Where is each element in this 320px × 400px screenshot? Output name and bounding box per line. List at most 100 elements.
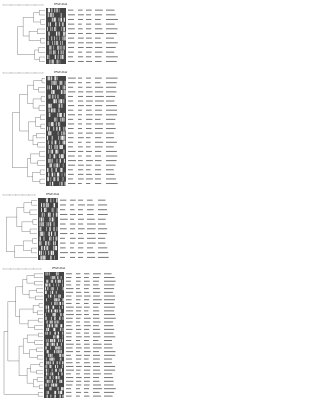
gel-band xyxy=(61,324,63,328)
gel-band xyxy=(51,172,53,177)
gel-band xyxy=(48,103,50,108)
gel-band xyxy=(45,198,48,203)
gel-band xyxy=(49,320,51,324)
gel-band xyxy=(61,364,63,369)
gel-band xyxy=(52,305,53,309)
gel-band xyxy=(54,231,56,236)
table-cell xyxy=(87,233,96,235)
gel-band xyxy=(46,361,48,365)
gel-band xyxy=(46,279,47,283)
gel-band xyxy=(45,250,46,255)
gel-band xyxy=(47,241,49,246)
table-cell xyxy=(76,343,81,345)
gel-band xyxy=(46,327,48,331)
table-cell xyxy=(70,223,76,225)
table-cell xyxy=(93,299,102,301)
gel-band xyxy=(62,283,63,287)
gel-band xyxy=(48,163,50,168)
gel-band xyxy=(63,140,65,145)
gel-band xyxy=(57,346,59,350)
table-cell xyxy=(66,332,72,334)
gel-band xyxy=(43,207,45,213)
gel-band xyxy=(59,45,61,50)
gel-band xyxy=(48,212,50,217)
gel-band xyxy=(62,339,63,343)
gel-band xyxy=(46,198,48,203)
gel-band xyxy=(53,241,54,246)
gel-band xyxy=(50,231,53,236)
gel-band xyxy=(53,80,56,85)
gel xyxy=(44,272,64,398)
gel-band xyxy=(56,40,57,46)
table-cell xyxy=(104,380,114,382)
gel-band xyxy=(60,301,62,306)
gel-band xyxy=(48,122,50,127)
gel-band xyxy=(53,335,55,339)
table-cell xyxy=(66,373,71,375)
table-cell xyxy=(93,288,100,290)
table-cell xyxy=(93,310,100,312)
gel-band xyxy=(52,17,54,22)
gel-band xyxy=(54,17,56,22)
gel-band xyxy=(54,313,56,317)
gel-band xyxy=(64,85,66,90)
table-cell xyxy=(106,77,118,79)
gel-band xyxy=(49,241,51,246)
gel-band xyxy=(52,287,53,291)
gel-band xyxy=(49,364,51,369)
gel-band xyxy=(61,22,64,27)
gel-band xyxy=(45,383,47,387)
gel-band xyxy=(60,350,62,354)
gel-band xyxy=(45,316,47,320)
table-cell xyxy=(93,388,102,390)
gel-band xyxy=(46,309,47,313)
gel-band xyxy=(51,17,54,22)
gel-band xyxy=(46,222,48,227)
gel-band xyxy=(59,394,61,398)
table-cell xyxy=(84,384,90,386)
table-cell xyxy=(78,46,84,48)
table-cell xyxy=(86,51,92,53)
gel-band xyxy=(56,172,59,177)
table-cell xyxy=(95,86,104,88)
gel-band xyxy=(54,331,56,335)
gel-band xyxy=(64,94,66,99)
gel-band xyxy=(50,376,51,380)
gel-band xyxy=(59,301,61,306)
gel-band xyxy=(64,126,66,131)
gel-band xyxy=(39,250,41,255)
gel-band xyxy=(43,236,45,241)
table-cell xyxy=(60,213,68,215)
gel-band xyxy=(51,80,53,85)
table-cell xyxy=(86,42,93,44)
gel-band xyxy=(63,117,65,122)
gel-band xyxy=(48,272,50,276)
table-cell xyxy=(104,280,116,282)
gel-band xyxy=(51,379,53,383)
table-cell xyxy=(106,173,115,175)
table-cell xyxy=(93,306,99,308)
gel-band xyxy=(57,112,58,117)
table-cell xyxy=(86,28,92,30)
gel-band xyxy=(47,36,49,41)
table-cell xyxy=(106,95,116,97)
table-cell xyxy=(66,325,72,327)
gel-band xyxy=(50,331,51,335)
table-cell xyxy=(104,354,116,356)
table-cell xyxy=(76,291,82,293)
table-cell xyxy=(84,395,90,397)
gel-band xyxy=(57,94,59,99)
table-cell xyxy=(84,299,90,301)
gel-band xyxy=(39,226,41,232)
gel-band xyxy=(61,372,63,376)
gel-band xyxy=(55,80,56,85)
table-cell xyxy=(86,86,92,88)
table-cell xyxy=(104,299,115,301)
table-cell xyxy=(60,199,67,201)
table-cell xyxy=(70,209,75,211)
gel-band xyxy=(45,339,47,343)
gel-band xyxy=(59,59,61,64)
table-cell xyxy=(76,395,80,397)
table-cell xyxy=(95,132,103,134)
gel-band xyxy=(58,294,59,298)
